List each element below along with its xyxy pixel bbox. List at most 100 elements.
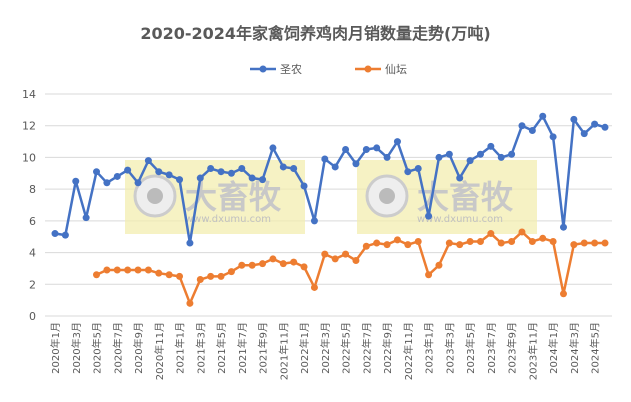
data-point xyxy=(176,272,184,280)
data-point xyxy=(373,239,381,247)
data-point xyxy=(196,174,204,182)
x-tick-label: 2023年1月 xyxy=(423,322,436,374)
data-point xyxy=(466,157,474,165)
data-point xyxy=(196,276,204,284)
x-tick-label: 2020年9月 xyxy=(132,322,145,374)
data-point xyxy=(51,230,59,238)
data-point xyxy=(61,231,69,239)
watermark-logo-eye xyxy=(379,188,395,204)
data-point xyxy=(113,266,121,274)
x-tick-label: 2023年9月 xyxy=(506,322,519,374)
data-point xyxy=(435,261,443,269)
data-point xyxy=(72,177,80,185)
data-point xyxy=(279,163,287,171)
data-point xyxy=(497,239,505,247)
data-point xyxy=(414,165,422,173)
x-tick-label: 2020年7月 xyxy=(111,322,124,374)
data-point xyxy=(134,179,142,187)
series-line-仙坛 xyxy=(95,230,605,305)
x-tick-label: 2024年1月 xyxy=(547,322,560,374)
data-point xyxy=(404,241,412,249)
data-point xyxy=(476,237,484,245)
x-tick-label: 2020年1月 xyxy=(49,322,62,374)
data-point xyxy=(331,255,339,263)
data-point xyxy=(155,269,163,277)
data-point xyxy=(300,182,308,190)
data-point xyxy=(580,130,588,138)
y-tick-label: 2 xyxy=(29,278,36,291)
y-tick-label: 14 xyxy=(22,88,36,101)
data-point xyxy=(300,263,308,271)
data-point xyxy=(487,142,495,150)
data-point xyxy=(570,115,578,123)
data-point xyxy=(124,166,132,174)
x-tick-label: 2022年7月 xyxy=(360,322,373,374)
data-point xyxy=(497,153,505,161)
data-point xyxy=(528,126,536,134)
data-point xyxy=(186,299,194,307)
data-point xyxy=(321,155,329,163)
x-tick-label: 2021年9月 xyxy=(257,322,270,374)
data-point xyxy=(186,239,194,247)
data-point xyxy=(435,153,443,161)
data-point xyxy=(93,271,101,279)
data-point xyxy=(456,241,464,249)
data-point xyxy=(570,241,578,249)
data-point xyxy=(487,230,495,238)
data-point xyxy=(539,234,547,242)
data-point xyxy=(362,146,370,153)
data-point xyxy=(217,168,225,176)
x-tick-label: 2023年11月 xyxy=(526,322,539,380)
data-point xyxy=(93,168,101,176)
data-point xyxy=(176,176,184,184)
data-point xyxy=(383,241,391,249)
data-point xyxy=(290,258,298,266)
x-tick-label: 2022年9月 xyxy=(381,322,394,374)
x-tick-label: 2022年5月 xyxy=(340,322,353,374)
data-point xyxy=(165,271,173,279)
x-tick-label: 2023年5月 xyxy=(464,322,477,374)
data-point xyxy=(144,157,152,165)
data-point xyxy=(466,237,474,245)
legend-label: 圣农 xyxy=(280,62,302,76)
x-tick-label: 2024年3月 xyxy=(568,322,581,374)
data-point xyxy=(476,150,484,158)
data-point xyxy=(425,271,433,279)
data-point xyxy=(165,171,173,179)
x-tick-label: 2024年5月 xyxy=(589,322,602,374)
data-point xyxy=(310,283,318,291)
watermark-url: www.dxumu.com xyxy=(417,214,503,225)
data-point xyxy=(539,112,547,120)
x-tick-label: 2023年3月 xyxy=(443,322,456,374)
data-point xyxy=(103,179,111,187)
data-point xyxy=(227,268,235,276)
x-tick-label: 2021年7月 xyxy=(236,322,249,374)
data-point xyxy=(456,174,464,182)
data-point xyxy=(601,123,609,131)
data-point xyxy=(238,165,246,173)
y-tick-label: 8 xyxy=(29,183,36,196)
data-point xyxy=(518,228,526,236)
data-point xyxy=(103,266,111,274)
data-point xyxy=(601,239,609,247)
data-point xyxy=(227,169,235,177)
data-point xyxy=(373,144,381,152)
data-point xyxy=(383,153,391,161)
data-point xyxy=(445,150,453,158)
x-tick-label: 2021年1月 xyxy=(174,322,187,374)
data-point xyxy=(508,150,516,158)
x-tick-label: 2021年11月 xyxy=(277,322,290,380)
legend-marker xyxy=(259,65,267,73)
data-point xyxy=(508,237,516,245)
x-tick-label: 2023年7月 xyxy=(485,322,498,374)
data-point xyxy=(331,163,339,171)
x-tick-label: 2021年3月 xyxy=(194,322,207,374)
data-point xyxy=(259,260,267,268)
data-point xyxy=(321,250,329,258)
data-point xyxy=(269,144,277,152)
watermark-url: www.dxumu.com xyxy=(185,214,271,225)
y-tick-label: 10 xyxy=(22,151,36,164)
